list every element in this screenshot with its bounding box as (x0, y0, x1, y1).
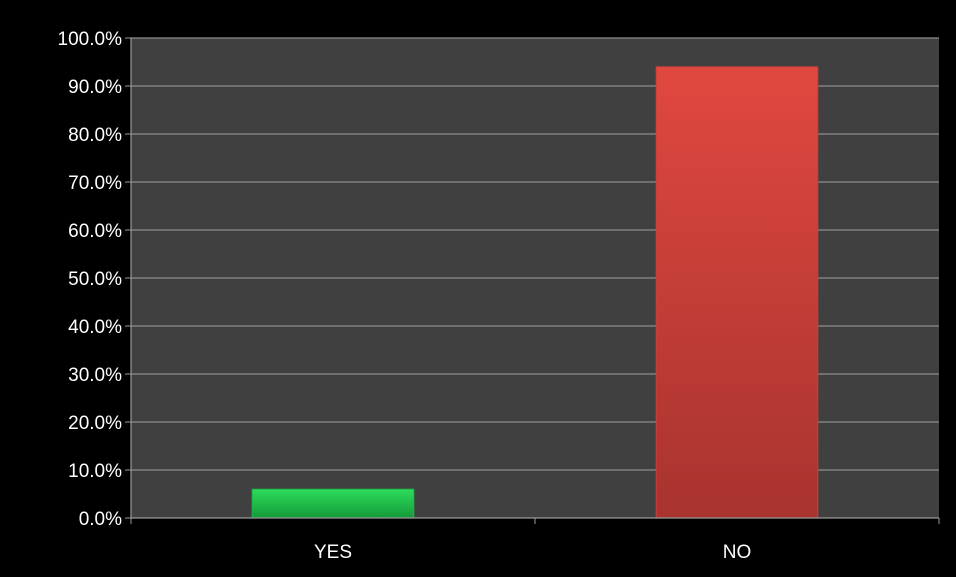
x-tick-label-yes: YES (314, 542, 352, 563)
y-tick-label: 40.0% (68, 317, 122, 338)
bar-yes (251, 488, 415, 519)
y-tick-label: 10.0% (68, 461, 122, 482)
y-tick-label: 70.0% (68, 173, 122, 194)
y-tick-label: 50.0% (68, 269, 122, 290)
y-tick-label: 20.0% (68, 413, 122, 434)
y-tick-label: 100.0% (58, 29, 123, 50)
y-tick-label: 60.0% (68, 221, 122, 242)
y-tick-label: 30.0% (68, 365, 122, 386)
axes (125, 37, 940, 524)
x-tick-label-no: NO (723, 542, 752, 563)
bar-no (655, 66, 819, 519)
x-tick-labels: YES NO (314, 542, 751, 563)
y-tick-label: 90.0% (68, 77, 122, 98)
y-tick-label: 80.0% (68, 125, 122, 146)
y-tick-labels: 0.0% 10.0% 20.0% 30.0% 40.0% 50.0% 60.0% 70.0% 8… (58, 29, 123, 530)
y-tick-label: 0.0% (79, 509, 122, 530)
